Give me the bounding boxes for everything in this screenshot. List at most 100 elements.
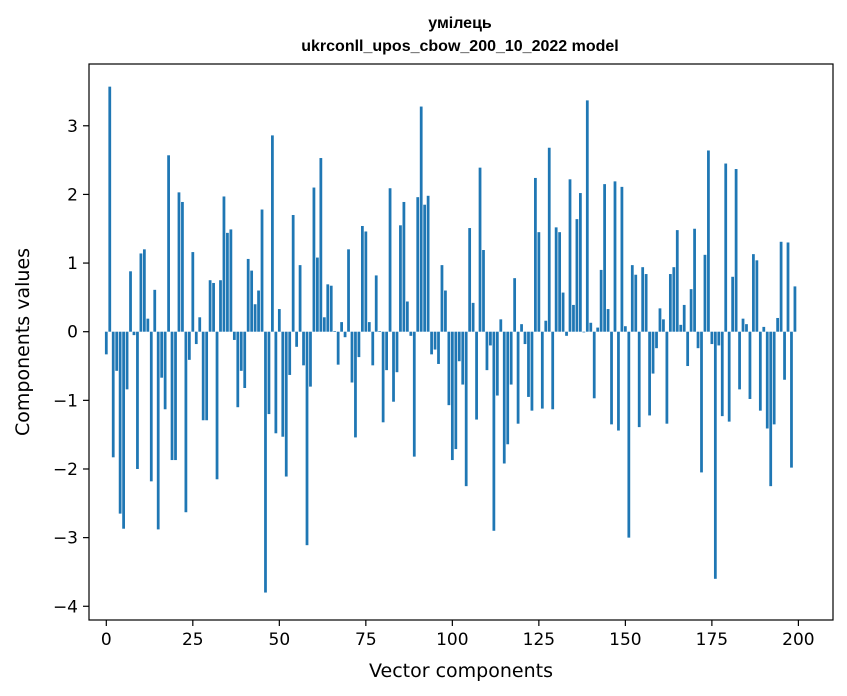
bar-73 — [357, 331, 361, 358]
bar-168 — [686, 331, 690, 367]
bar-91 — [419, 106, 423, 332]
bar-159 — [655, 331, 658, 349]
y-tick-label: −4 — [53, 597, 78, 617]
y-tick-label: 1 — [67, 254, 78, 274]
bar-180 — [727, 331, 731, 422]
bar-131 — [558, 232, 562, 332]
bar-100 — [450, 331, 454, 461]
bar-58 — [305, 331, 309, 546]
bar-102 — [457, 331, 461, 362]
bar-127 — [544, 320, 548, 332]
x-tick-label: 75 — [355, 630, 377, 650]
bar-165 — [675, 230, 679, 332]
bar-0 — [104, 331, 108, 355]
bar-40 — [243, 331, 247, 388]
bar-163 — [668, 274, 672, 332]
bar-135 — [572, 304, 575, 332]
bar-146 — [610, 331, 613, 425]
bar-98 — [444, 290, 447, 332]
bar-188 — [755, 260, 759, 332]
bar-45 — [260, 209, 264, 332]
bar-53 — [288, 331, 292, 375]
bar-177 — [717, 331, 721, 346]
bar-97 — [440, 265, 444, 332]
y-tick-label: 3 — [67, 117, 78, 137]
y-tick-label: 2 — [67, 185, 78, 205]
x-axis-ticks: 0 25 50 75 100 125 150 175 200 — [101, 620, 815, 650]
y-axis-ticks: 3 2 1 0 −1 −2 −3 −4 — [53, 117, 89, 617]
bar-63 — [322, 317, 326, 332]
bar-152 — [630, 265, 634, 332]
bar-101 — [454, 331, 458, 450]
bar-172 — [700, 331, 703, 473]
bar-64 — [326, 284, 330, 332]
bar-190 — [762, 326, 766, 332]
bar-25 — [191, 252, 195, 332]
bar-110 — [485, 331, 489, 371]
bar-13 — [149, 331, 153, 482]
bar-22 — [181, 201, 184, 332]
bar-173 — [703, 254, 707, 332]
bar-154 — [637, 331, 641, 428]
bar-76 — [367, 322, 371, 332]
bar-149 — [620, 186, 624, 332]
bar-6 — [125, 331, 129, 390]
bar-17 — [163, 331, 167, 410]
bar-56 — [298, 265, 302, 332]
x-axis-label: Vector components — [369, 660, 553, 682]
bar-122 — [527, 331, 530, 397]
x-tick-label: 0 — [101, 630, 112, 650]
bar-54 — [291, 215, 295, 332]
bar-130 — [554, 227, 558, 332]
bar-78 — [374, 275, 378, 332]
bar-141 — [592, 331, 596, 399]
bar-112 — [492, 331, 496, 531]
bar-176 — [713, 331, 717, 579]
y-tick-label: 0 — [67, 323, 78, 343]
bar-88 — [409, 331, 413, 336]
bar-1 — [108, 86, 112, 332]
bar-151 — [627, 331, 631, 538]
bar-95 — [433, 331, 437, 350]
bar-48 — [271, 135, 274, 332]
bar-153 — [634, 274, 638, 332]
bar-111 — [489, 331, 492, 346]
bar-139 — [585, 100, 589, 332]
bar-16 — [160, 331, 164, 378]
bar-15 — [156, 331, 160, 530]
bar-155 — [641, 267, 645, 332]
bar-116 — [506, 331, 510, 445]
bar-117 — [509, 331, 513, 385]
bar-94 — [430, 331, 433, 355]
bar-169 — [689, 289, 693, 332]
bar-196 — [783, 331, 786, 380]
bar-170 — [693, 228, 696, 332]
bar-93 — [426, 195, 430, 332]
bar-72 — [354, 331, 357, 438]
bar-21 — [177, 192, 181, 332]
bar-18 — [167, 155, 170, 332]
bar-31 — [212, 282, 215, 332]
bars-group — [104, 86, 797, 593]
bar-140 — [589, 322, 593, 332]
bar-99 — [447, 331, 451, 406]
bar-30 — [208, 280, 212, 332]
bar-192 — [769, 331, 773, 487]
bar-118 — [513, 278, 517, 332]
bar-129 — [551, 331, 555, 410]
bar-160 — [658, 308, 662, 332]
bar-74 — [360, 225, 364, 332]
bar-36 — [229, 229, 233, 332]
bar-90 — [416, 197, 420, 332]
bar-10 — [139, 253, 143, 332]
bar-2 — [111, 331, 115, 458]
bar-24 — [187, 331, 191, 360]
bar-43 — [253, 304, 257, 332]
bar-80 — [381, 331, 385, 423]
bar-67 — [336, 331, 340, 365]
bar-197 — [786, 242, 790, 332]
bar-119 — [516, 331, 520, 424]
x-tick-label: 175 — [696, 630, 728, 650]
y-axis-label: Components values — [12, 248, 34, 436]
bar-42 — [250, 270, 254, 332]
